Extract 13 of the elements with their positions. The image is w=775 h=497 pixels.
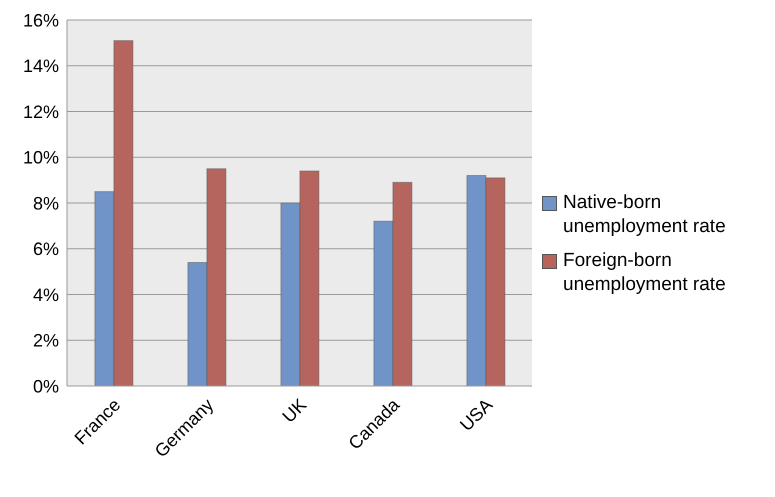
- y-tick-label: 0%: [32, 376, 59, 396]
- y-tick-label: 12%: [22, 102, 59, 122]
- y-tick-label: 8%: [32, 193, 59, 214]
- y-tick-label: 6%: [32, 239, 59, 260]
- y-tick-label: 10%: [22, 148, 59, 168]
- y-tick-label: 2%: [32, 330, 59, 351]
- y-tick-label: 14%: [22, 56, 59, 76]
- y-tick-label: 16%: [22, 10, 59, 30]
- legend-label: Foreign-born unemployment rate: [563, 248, 727, 296]
- legend-label: Native-born unemployment rate: [563, 190, 727, 238]
- x-tick-label: USA: [456, 394, 496, 435]
- y-tick-label: 4%: [32, 284, 59, 305]
- x-tick-label: UK: [278, 394, 310, 427]
